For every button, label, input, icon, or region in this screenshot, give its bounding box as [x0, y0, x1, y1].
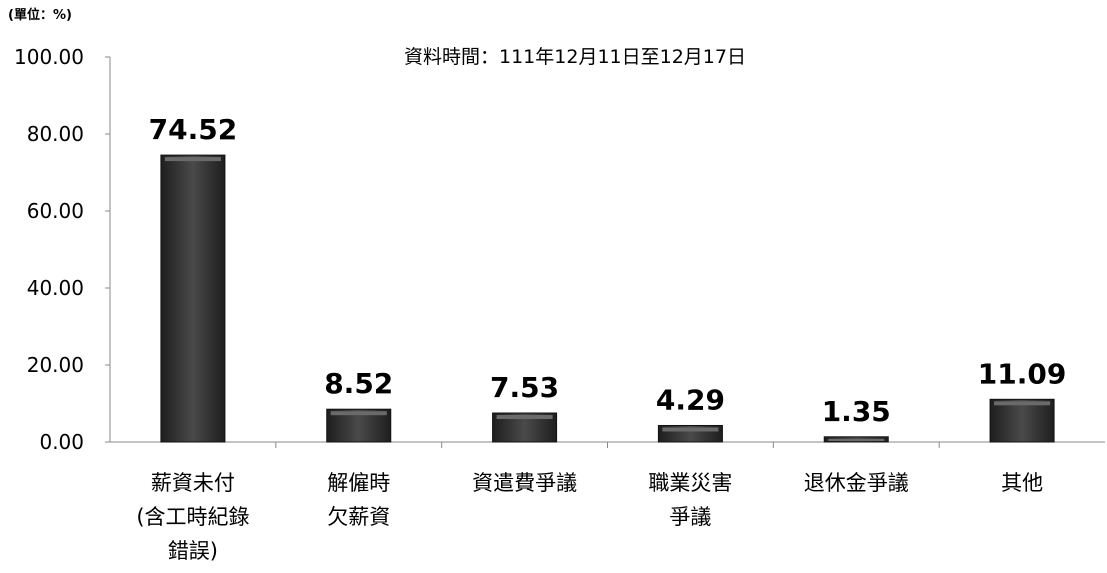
chart-subtitle: 資料時間：111年12月11日至12月17日 [404, 46, 746, 68]
data-label: 11.09 [978, 357, 1067, 390]
x-category-label: (含工時紀錄 [136, 505, 249, 529]
bar [160, 154, 226, 443]
data-label: 1.35 [822, 395, 891, 428]
bar-highlight [496, 415, 553, 420]
y-tick-label: 100.00 [14, 45, 84, 69]
unit-label: (單位：%) [8, 8, 72, 23]
bar-highlight [828, 438, 885, 441]
data-label: 8.52 [324, 367, 393, 400]
bar-highlight [662, 427, 719, 432]
bar-highlight [994, 401, 1051, 406]
y-tick-label: 40.00 [27, 276, 84, 300]
x-category-label: 退休金爭議 [804, 471, 909, 495]
x-category-label: 薪資未付 [151, 471, 235, 495]
data-label: 7.53 [490, 371, 559, 404]
data-label: 74.52 [149, 113, 238, 146]
x-category-label: 其他 [1001, 471, 1043, 495]
bar-highlight [164, 157, 221, 162]
x-category-label: 職業災害 [648, 471, 732, 495]
data-label: 4.29 [656, 383, 725, 416]
y-tick-label: 60.00 [27, 199, 84, 223]
x-category-label: 解僱時 [327, 471, 390, 495]
x-category-label: 資遣費爭議 [472, 471, 577, 495]
bar-highlight [330, 411, 387, 416]
x-category-label: 爭議 [669, 505, 711, 529]
x-category-label: 錯誤) [168, 539, 218, 563]
y-tick-label: 80.00 [27, 122, 84, 146]
y-tick-label: 20.00 [27, 353, 84, 377]
x-category-label: 欠薪資 [327, 505, 390, 529]
bar [989, 398, 1055, 443]
y-tick-label: 0.00 [39, 430, 84, 454]
